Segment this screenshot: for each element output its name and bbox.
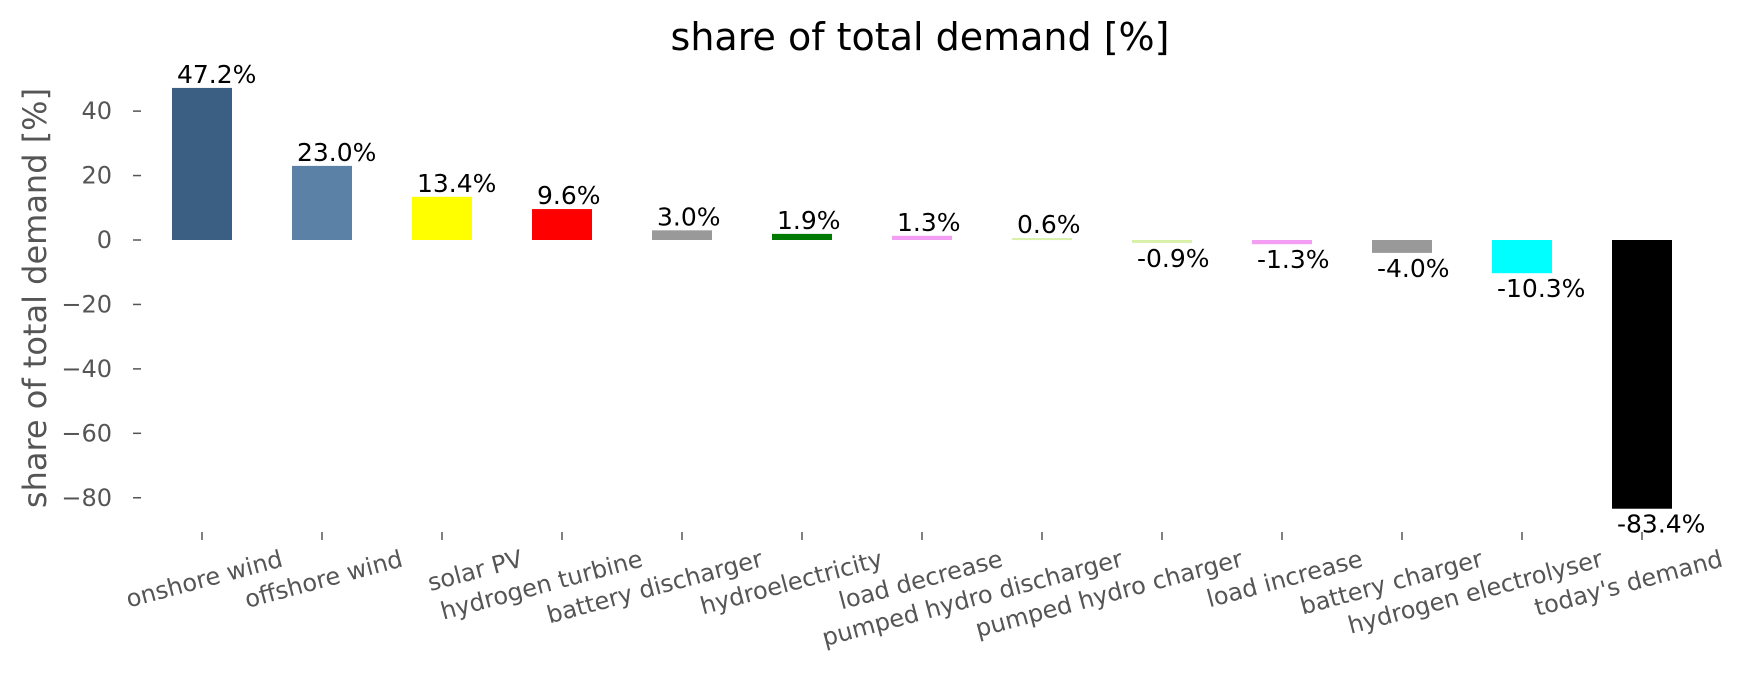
- data-label-2: 13.4%: [417, 169, 496, 198]
- bar-9: [1252, 240, 1312, 245]
- y-tick-label: 20: [81, 162, 112, 190]
- bar-12: [1612, 240, 1672, 509]
- data-label-6: 1.3%: [897, 208, 961, 237]
- data-labels: 47.2% 23.0% 13.4% 9.6% 3.0% 1.9% 1.3% 0.6% -0.9%…: [177, 60, 1705, 539]
- y-tick-label: 40: [81, 97, 112, 125]
- data-label-3: 9.6%: [537, 181, 601, 210]
- bar-1: [292, 165, 352, 240]
- y-axis-label: share of total demand [%]: [16, 88, 54, 508]
- y-tick-label: 0: [97, 226, 112, 254]
- bar-7: [1012, 238, 1072, 241]
- y-tick-label: −20: [61, 290, 112, 318]
- data-label-0: 47.2%: [177, 60, 256, 89]
- data-label-10: -4.0%: [1377, 254, 1450, 283]
- data-label-9: -1.3%: [1257, 245, 1330, 274]
- data-label-1: 23.0%: [297, 138, 376, 167]
- bar-5: [772, 233, 832, 240]
- bar-6: [892, 235, 952, 240]
- bar-4: [652, 230, 712, 240]
- bar-0: [172, 87, 232, 240]
- data-label-7: 0.6%: [1017, 210, 1081, 239]
- data-label-4: 3.0%: [657, 202, 721, 231]
- data-label-12: -83.4%: [1617, 510, 1705, 539]
- bar-8: [1132, 240, 1192, 243]
- data-label-11: -10.3%: [1497, 274, 1585, 303]
- bar-11: [1492, 240, 1552, 274]
- data-label-5: 1.9%: [777, 206, 841, 235]
- y-tick-label: −40: [61, 355, 112, 383]
- y-tick-label: −80: [61, 484, 112, 512]
- bars: [172, 87, 1672, 509]
- chart-title: share of total demand [%]: [671, 15, 1170, 59]
- bar-10: [1372, 240, 1432, 253]
- bar-3: [532, 209, 592, 240]
- y-axis: 40 20 0 −20 −40 −60 −80: [61, 97, 141, 512]
- data-label-8: -0.9%: [1137, 244, 1210, 273]
- bar-2: [412, 196, 472, 240]
- y-tick-label: −60: [61, 419, 112, 447]
